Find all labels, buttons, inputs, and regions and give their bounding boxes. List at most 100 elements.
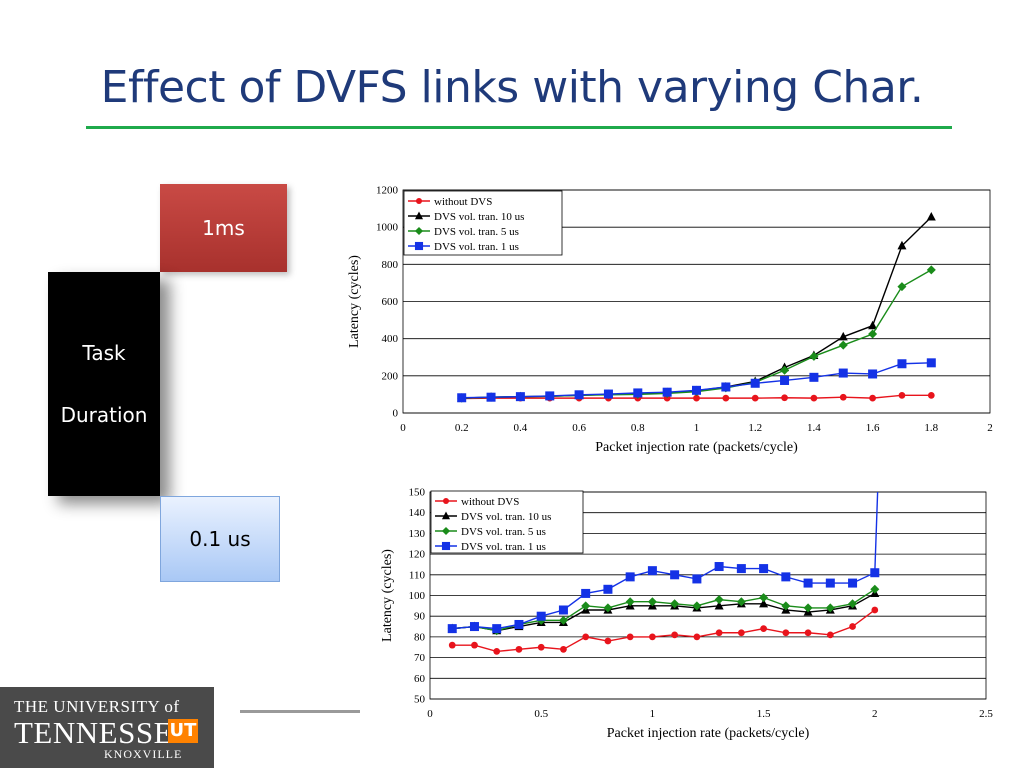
data-point xyxy=(714,562,724,572)
data-point xyxy=(781,394,788,402)
x-tick-label: 1.5 xyxy=(757,708,771,720)
data-point xyxy=(603,603,613,613)
data-point xyxy=(722,394,730,402)
data-point xyxy=(515,392,525,402)
x-tick-label: 2 xyxy=(872,708,878,720)
x-tick-label: 2.5 xyxy=(979,708,993,720)
x-tick-label: 0 xyxy=(400,422,406,434)
x-tick-label: 0.2 xyxy=(455,422,469,434)
x-tick-label: 0.4 xyxy=(514,422,528,434)
plot-frame xyxy=(402,189,991,414)
series-line xyxy=(461,269,932,399)
data-point xyxy=(581,588,591,598)
y-tick-label: 70 xyxy=(414,652,426,664)
data-point xyxy=(692,385,701,395)
data-point xyxy=(781,601,791,611)
legend-box xyxy=(403,190,563,256)
chart-bottom: 50 60 70 80 90 100 110 120 130 140 150 0 0.5 1 1.5 2 2.5… xyxy=(380,487,993,742)
data-point xyxy=(781,572,791,582)
data-point xyxy=(897,240,907,250)
box-1ms: 1ms xyxy=(160,184,287,272)
data-point xyxy=(751,394,759,402)
series-3 xyxy=(457,358,936,403)
data-point xyxy=(809,372,819,382)
data-point xyxy=(647,597,657,607)
data-point xyxy=(737,629,745,637)
legend-swatch-marker xyxy=(442,497,450,505)
data-point xyxy=(558,615,568,625)
legend-entry: DVS vol. tran. 5 us xyxy=(461,526,546,538)
data-point xyxy=(848,599,858,609)
data-point xyxy=(897,282,907,292)
x-tick-label: 0 xyxy=(427,708,433,720)
data-point xyxy=(838,340,848,350)
data-point xyxy=(780,365,790,375)
y-tick-label: 800 xyxy=(382,259,399,271)
data-point xyxy=(603,584,613,594)
logo-line1: THE UNIVERSITY of xyxy=(14,697,180,716)
data-point xyxy=(898,391,906,399)
data-point xyxy=(692,601,702,611)
logo-line2: TENNESSEE xyxy=(14,715,193,750)
x-axis-label: Packet injection rate (packets/cycle) xyxy=(595,440,798,455)
x-tick-label: 1.6 xyxy=(866,422,880,434)
data-point xyxy=(626,633,634,641)
data-point xyxy=(782,629,790,637)
data-point xyxy=(736,597,746,607)
y-tick-label: 600 xyxy=(382,296,399,308)
data-point xyxy=(809,351,819,361)
y-tick-label: 1200 xyxy=(376,185,399,197)
data-point xyxy=(515,645,523,653)
data-point xyxy=(803,603,813,613)
data-point xyxy=(514,619,524,629)
plot-frame xyxy=(429,491,987,700)
y-tick-label: 120 xyxy=(409,549,426,561)
data-point xyxy=(871,606,879,614)
data-point xyxy=(804,629,812,637)
data-point xyxy=(603,389,613,399)
data-point xyxy=(625,572,635,582)
data-point xyxy=(750,378,760,388)
data-point xyxy=(803,578,813,588)
data-point xyxy=(447,624,457,634)
data-point xyxy=(868,369,878,379)
y-tick-label: 110 xyxy=(409,569,426,581)
data-point xyxy=(604,637,612,645)
data-point xyxy=(826,631,834,639)
legend-entry: DVS vol. tran. 5 us xyxy=(434,226,519,238)
university-logo: THE UNIVERSITY of TENNESSEE UT KNOXVILLE xyxy=(0,687,214,768)
data-point xyxy=(471,641,478,649)
data-point xyxy=(574,390,584,400)
legend-entry: without DVS xyxy=(461,496,519,508)
box-0-1us-label: 0.1 us xyxy=(189,527,251,551)
y-tick-label: 100 xyxy=(409,590,426,602)
data-point xyxy=(868,329,878,339)
logo-line3: KNOXVILLE xyxy=(104,747,183,761)
data-point xyxy=(662,387,672,397)
x-tick-label: 2 xyxy=(987,422,993,434)
data-point xyxy=(560,645,567,653)
box-duration-label: Duration xyxy=(60,403,148,427)
legend-entry: DVS vol. tran. 10 us xyxy=(461,511,551,523)
legend-swatch-marker xyxy=(415,197,423,205)
data-point xyxy=(671,631,679,639)
footer-rule xyxy=(240,710,360,713)
data-point xyxy=(869,394,876,402)
y-tick-label: 200 xyxy=(382,370,399,382)
data-point xyxy=(692,574,702,584)
data-point xyxy=(714,595,724,605)
y-axis-label: Latency (cycles) xyxy=(347,255,362,348)
data-point xyxy=(839,393,847,401)
data-point xyxy=(927,391,935,399)
data-point xyxy=(457,393,467,403)
y-tick-label: 150 xyxy=(409,487,426,499)
legend: without DVS DVS vol. tran. 10 us DVS vol. … xyxy=(430,490,584,554)
data-point xyxy=(849,623,856,630)
data-point xyxy=(670,570,680,580)
data-point xyxy=(581,601,591,611)
box-0-1us: 0.1 us xyxy=(160,496,280,582)
data-point xyxy=(870,568,880,578)
data-point xyxy=(670,599,680,609)
y-tick-label: 140 xyxy=(409,507,426,519)
data-point xyxy=(780,375,790,385)
